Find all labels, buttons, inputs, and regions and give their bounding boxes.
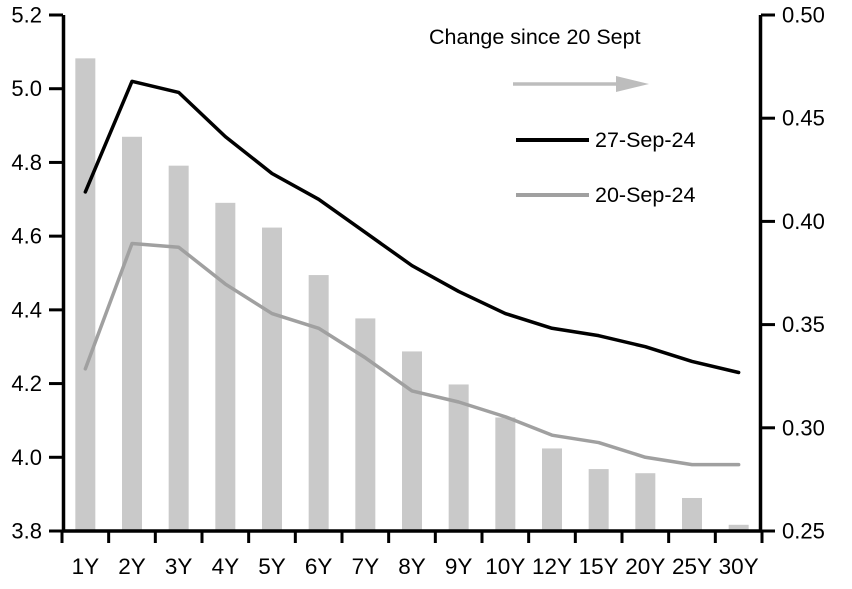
right-axis-tick-label: 0.50	[782, 3, 825, 28]
x-axis-tick-label: 5Y	[258, 554, 286, 579]
left-axis-tick-label: 4.8	[11, 150, 42, 175]
bar-15Y	[588, 469, 609, 531]
x-axis-tick-label: 3Y	[165, 554, 193, 579]
bar-4Y	[215, 202, 236, 531]
bar-3Y	[168, 165, 189, 531]
right-axis-tick-label: 0.30	[782, 415, 825, 440]
bar-9Y	[448, 384, 469, 531]
left-axis-tick-label: 4.0	[11, 445, 42, 470]
x-axis-tick-label: 2Y	[118, 554, 146, 579]
x-axis-tick-label: 6Y	[305, 554, 333, 579]
x-axis-tick-label: 12Y	[532, 554, 572, 579]
left-axis-tick-label: 4.6	[11, 224, 42, 249]
left-axis-tick-label: 4.2	[11, 371, 42, 396]
line-27-Sep-24	[83, 79, 741, 375]
right-axis-tick-label: 0.35	[782, 312, 825, 337]
left-axis-tick-label: 5.0	[11, 76, 42, 101]
line-20-Sep-24	[83, 241, 741, 467]
bar-30Y	[728, 524, 749, 531]
bar-20Y	[635, 473, 656, 531]
right-axis-tick-label: 0.45	[782, 106, 825, 131]
bar-10Y	[495, 417, 516, 531]
bar-5Y	[262, 227, 282, 532]
x-axis-tick-label: 9Y	[445, 554, 473, 579]
right-axis-tick-label: 0.40	[782, 209, 825, 234]
bar-6Y	[308, 275, 329, 531]
bar-7Y	[355, 318, 376, 531]
x-axis-tick-label: 20Y	[625, 554, 665, 579]
x-axis-tick-label: 10Y	[485, 554, 525, 579]
left-axis-tick-label: 3.8	[11, 519, 42, 544]
bar-25Y	[682, 497, 702, 531]
bar-2Y	[122, 136, 142, 531]
x-axis-tick-label: 4Y	[212, 554, 240, 579]
bar-12Y	[542, 448, 562, 531]
bar-8Y	[402, 351, 422, 531]
right-axis-tick-label: 0.25	[782, 519, 825, 544]
x-axis-tick-label: 8Y	[398, 554, 426, 579]
x-axis-tick-label: 1Y	[72, 554, 100, 579]
left-axis-tick-label: 4.4	[11, 297, 42, 322]
bar-1Y	[75, 58, 96, 532]
x-axis-tick-label: 15Y	[579, 554, 619, 579]
left-axis-tick-label: 5.2	[11, 3, 42, 28]
x-axis-tick-label: 25Y	[672, 554, 712, 579]
x-axis-tick-label: 7Y	[352, 554, 380, 579]
x-axis-tick-label: 30Y	[719, 554, 759, 579]
